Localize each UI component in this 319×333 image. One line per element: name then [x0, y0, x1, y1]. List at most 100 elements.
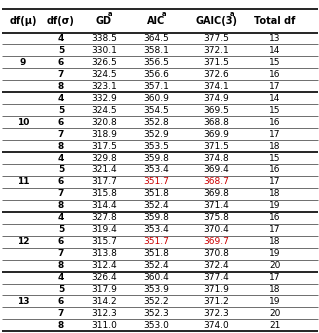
- Text: GAIC(3): GAIC(3): [195, 16, 237, 26]
- Text: 352.8: 352.8: [143, 118, 169, 127]
- Text: 16: 16: [269, 118, 280, 127]
- Text: 321.4: 321.4: [91, 166, 116, 174]
- Text: 364.5: 364.5: [143, 34, 169, 43]
- Text: 371.5: 371.5: [203, 58, 229, 67]
- Text: 375.8: 375.8: [203, 213, 229, 222]
- Text: 313.8: 313.8: [91, 249, 117, 258]
- Text: 7: 7: [58, 70, 64, 79]
- Text: 5: 5: [58, 285, 64, 294]
- Text: 16: 16: [269, 70, 280, 79]
- Text: 15: 15: [269, 154, 280, 163]
- Text: 356.6: 356.6: [143, 70, 169, 79]
- Text: 8: 8: [58, 82, 64, 91]
- Text: 314.4: 314.4: [91, 201, 116, 210]
- Text: 369.4: 369.4: [203, 166, 229, 174]
- Text: 354.5: 354.5: [143, 106, 169, 115]
- Text: 317.9: 317.9: [91, 285, 117, 294]
- Text: 312.3: 312.3: [91, 309, 117, 318]
- Text: 11: 11: [17, 177, 29, 186]
- Text: 13: 13: [17, 297, 29, 306]
- Text: df(σ): df(σ): [47, 16, 75, 26]
- Text: 7: 7: [58, 130, 64, 139]
- Text: 374.1: 374.1: [203, 82, 229, 91]
- Text: 18: 18: [269, 189, 280, 198]
- Text: 4: 4: [58, 34, 64, 43]
- Text: 18: 18: [269, 237, 280, 246]
- Text: 369.9: 369.9: [203, 130, 229, 139]
- Text: GD: GD: [96, 16, 112, 26]
- Text: 4: 4: [58, 273, 64, 282]
- Text: 352.3: 352.3: [143, 309, 169, 318]
- Text: 352.2: 352.2: [143, 297, 169, 306]
- Text: 13: 13: [269, 34, 280, 43]
- Text: 377.5: 377.5: [203, 34, 229, 43]
- Text: 368.8: 368.8: [203, 118, 229, 127]
- Text: 377.4: 377.4: [203, 273, 229, 282]
- Text: 353.4: 353.4: [143, 225, 169, 234]
- Text: 5: 5: [58, 166, 64, 174]
- Text: 15: 15: [269, 58, 280, 67]
- Text: 19: 19: [269, 201, 280, 210]
- Text: 6: 6: [58, 177, 64, 186]
- Text: 7: 7: [58, 249, 64, 258]
- Text: 329.8: 329.8: [91, 154, 117, 163]
- Text: 374.8: 374.8: [203, 154, 229, 163]
- Text: 369.5: 369.5: [203, 106, 229, 115]
- Text: 317.5: 317.5: [91, 142, 117, 151]
- Text: 17: 17: [269, 225, 280, 234]
- Text: 371.4: 371.4: [203, 201, 229, 210]
- Text: 18: 18: [269, 285, 280, 294]
- Text: 351.8: 351.8: [143, 249, 169, 258]
- Text: 370.4: 370.4: [203, 225, 229, 234]
- Text: a: a: [108, 11, 112, 17]
- Text: 359.8: 359.8: [143, 213, 169, 222]
- Text: AIC: AIC: [147, 16, 165, 26]
- Text: 371.9: 371.9: [203, 285, 229, 294]
- Text: 20: 20: [269, 261, 280, 270]
- Text: 370.8: 370.8: [203, 249, 229, 258]
- Text: 5: 5: [58, 106, 64, 115]
- Text: 374.0: 374.0: [203, 321, 229, 330]
- Text: 21: 21: [269, 321, 280, 330]
- Text: 14: 14: [269, 94, 280, 103]
- Text: 351.7: 351.7: [143, 237, 169, 246]
- Text: 317.7: 317.7: [91, 177, 117, 186]
- Text: 6: 6: [58, 58, 64, 67]
- Text: 369.7: 369.7: [203, 237, 229, 246]
- Text: 356.5: 356.5: [143, 58, 169, 67]
- Text: 323.1: 323.1: [91, 82, 117, 91]
- Text: 7: 7: [58, 309, 64, 318]
- Text: 6: 6: [58, 297, 64, 306]
- Text: 6: 6: [58, 237, 64, 246]
- Text: 17: 17: [269, 177, 280, 186]
- Text: 6: 6: [58, 118, 64, 127]
- Text: 372.4: 372.4: [204, 261, 229, 270]
- Text: 353.5: 353.5: [143, 142, 169, 151]
- Text: 16: 16: [269, 213, 280, 222]
- Text: 314.2: 314.2: [91, 297, 116, 306]
- Text: 371.5: 371.5: [203, 142, 229, 151]
- Text: 369.8: 369.8: [203, 189, 229, 198]
- Text: 327.8: 327.8: [91, 213, 117, 222]
- Text: 353.4: 353.4: [143, 166, 169, 174]
- Text: 8: 8: [58, 321, 64, 330]
- Text: 330.1: 330.1: [91, 46, 117, 55]
- Text: 326.4: 326.4: [91, 273, 116, 282]
- Text: 8: 8: [58, 142, 64, 151]
- Text: 312.4: 312.4: [91, 261, 116, 270]
- Text: 338.5: 338.5: [91, 34, 117, 43]
- Text: 8: 8: [58, 261, 64, 270]
- Text: 12: 12: [17, 237, 29, 246]
- Text: 371.2: 371.2: [203, 297, 229, 306]
- Text: a: a: [162, 11, 166, 17]
- Text: a: a: [229, 11, 234, 17]
- Text: 5: 5: [58, 225, 64, 234]
- Text: 4: 4: [58, 154, 64, 163]
- Text: 324.5: 324.5: [91, 106, 116, 115]
- Text: 8: 8: [58, 201, 64, 210]
- Text: 360.4: 360.4: [143, 273, 169, 282]
- Text: 15: 15: [269, 106, 280, 115]
- Text: 4: 4: [58, 94, 64, 103]
- Text: 352.4: 352.4: [143, 261, 169, 270]
- Text: 4: 4: [58, 213, 64, 222]
